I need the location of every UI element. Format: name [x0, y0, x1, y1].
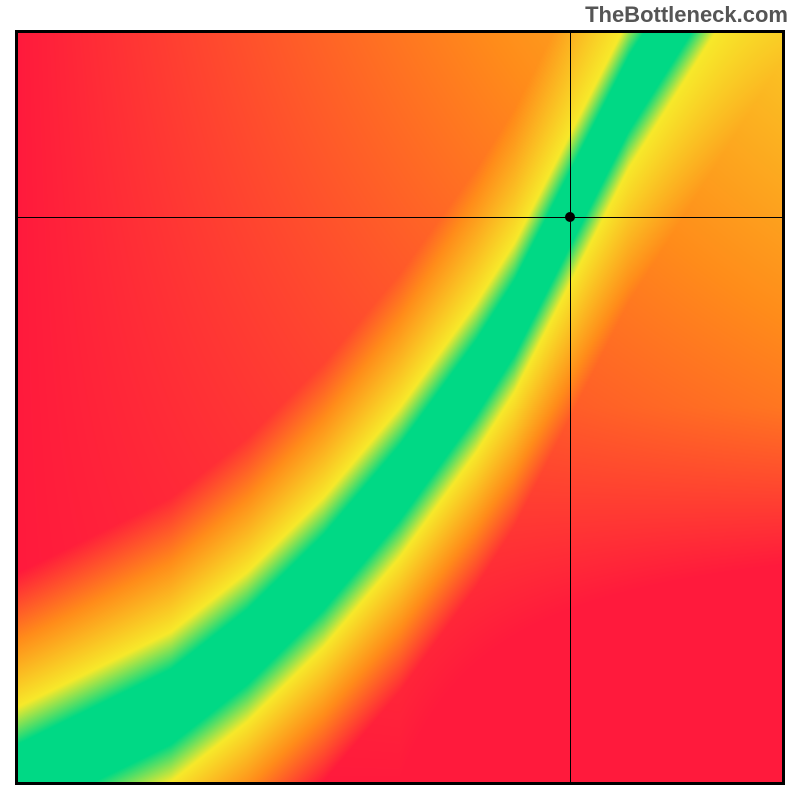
chart-wrapper: TheBottleneck.com	[0, 0, 800, 800]
heatmap-canvas	[18, 33, 782, 782]
attribution-text: TheBottleneck.com	[585, 2, 788, 28]
heatmap-plot	[15, 30, 785, 785]
